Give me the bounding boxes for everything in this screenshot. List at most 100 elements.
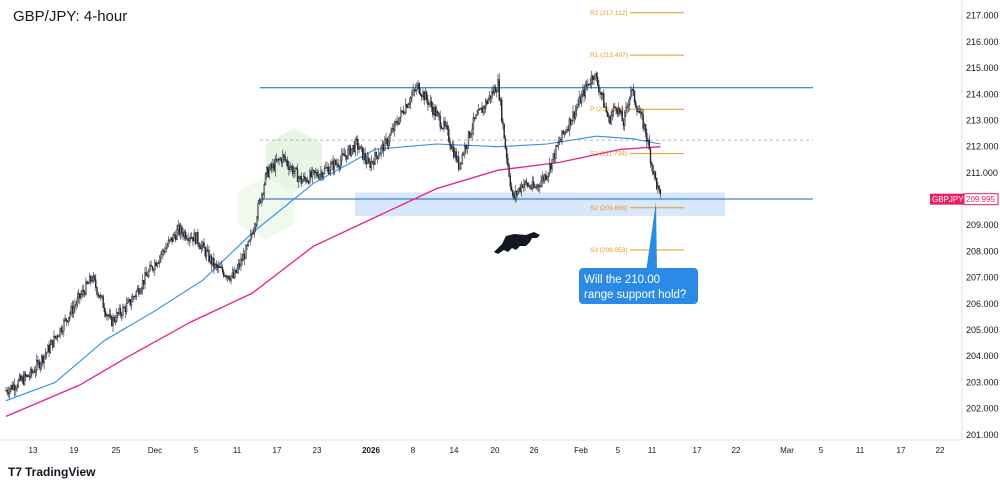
candle-body (145, 272, 147, 276)
candle-body (649, 148, 652, 164)
candle-body (646, 132, 648, 142)
y-tick-label: 205.000 (966, 325, 999, 335)
candle-body (460, 162, 462, 164)
candle-body (118, 307, 120, 315)
candle-body (569, 118, 572, 126)
candle-body (553, 153, 556, 159)
candle-body (379, 153, 381, 156)
candle-body (248, 239, 251, 242)
candle-body (622, 120, 625, 127)
candle-body (563, 131, 566, 135)
y-tick-label: 211.000 (966, 168, 998, 178)
candle-body (444, 120, 446, 127)
candle-body (18, 375, 21, 381)
candle-body (425, 92, 428, 100)
candle-body (74, 305, 76, 308)
candle-body (655, 177, 658, 189)
candle-body (106, 314, 108, 317)
candle-body (342, 153, 344, 155)
candle-body (328, 169, 331, 174)
candle-body (64, 318, 66, 321)
candle-body (236, 267, 238, 273)
candle-body (405, 104, 407, 114)
candle-body (598, 84, 600, 93)
candle-body (443, 120, 445, 129)
candle-body (268, 169, 270, 177)
candle-body (609, 116, 611, 124)
candle-body (275, 159, 278, 162)
candle-body (400, 110, 402, 118)
candle-body (227, 275, 230, 279)
candle-body (63, 320, 65, 332)
candle-body (489, 95, 492, 99)
candle-body (91, 280, 93, 282)
candle-body (289, 167, 291, 170)
candle-body (641, 111, 643, 116)
candle-body (52, 339, 54, 348)
candle-body (254, 223, 257, 228)
candle-body (270, 164, 273, 169)
candle-body (156, 263, 158, 267)
candle-body (428, 102, 430, 105)
candle-body (492, 91, 494, 94)
candle-body (421, 95, 423, 97)
candle-body (187, 238, 189, 241)
candle-body (157, 262, 160, 264)
candle-body (84, 291, 86, 295)
candle-body (112, 316, 114, 327)
candle-body (620, 110, 622, 114)
candle-body (375, 152, 377, 157)
candle-body (424, 92, 427, 101)
candle-body (107, 314, 109, 317)
candle-body (475, 115, 477, 120)
candle-body (131, 296, 134, 302)
candle-body (58, 335, 60, 338)
candle-body (393, 121, 396, 131)
candle-body (572, 111, 574, 121)
candle-body (7, 392, 10, 394)
candle-body (494, 87, 497, 93)
candle-body (237, 263, 240, 269)
y-tick-label: 217.000 (966, 11, 999, 21)
candle-body (141, 279, 144, 290)
candle-body (242, 253, 245, 261)
candle-body (642, 114, 644, 129)
candle-body (173, 234, 176, 236)
candle-body (354, 139, 357, 153)
candle-body (70, 305, 72, 314)
candle-body (376, 155, 379, 159)
candle-body (294, 167, 296, 172)
candle-body (123, 306, 125, 308)
candle-body (310, 171, 312, 178)
level-lines (260, 87, 813, 200)
candle-body (631, 88, 633, 91)
candle-body (536, 184, 539, 188)
candle-body (296, 168, 299, 182)
candle-body (422, 91, 424, 97)
candle-body (39, 363, 42, 369)
candle-body (462, 153, 465, 155)
candle-body (44, 353, 47, 357)
candle-body (65, 318, 67, 321)
candle-body (282, 154, 284, 163)
y-tick-label: 204.000 (966, 351, 999, 361)
candle-body (446, 125, 449, 130)
candle-body (160, 254, 162, 258)
candle-body (558, 141, 561, 143)
candle-body (502, 120, 504, 125)
candle-body (529, 185, 531, 189)
candle-body (10, 384, 12, 390)
candle-body (33, 371, 35, 373)
candle-body (125, 303, 128, 312)
candle-body (362, 147, 364, 160)
candle-body (391, 128, 393, 133)
candle-body (195, 232, 198, 244)
chart-title: GBP/JPY: 4-hour (13, 8, 127, 25)
candle-body (172, 234, 174, 242)
annotation-line-1: Will the 210.00 (584, 274, 660, 286)
candle-body (411, 94, 413, 98)
candle-body (504, 138, 507, 149)
candle-body (96, 287, 98, 295)
candle-body (541, 176, 543, 182)
y-tick-label: 207.000 (966, 273, 999, 283)
